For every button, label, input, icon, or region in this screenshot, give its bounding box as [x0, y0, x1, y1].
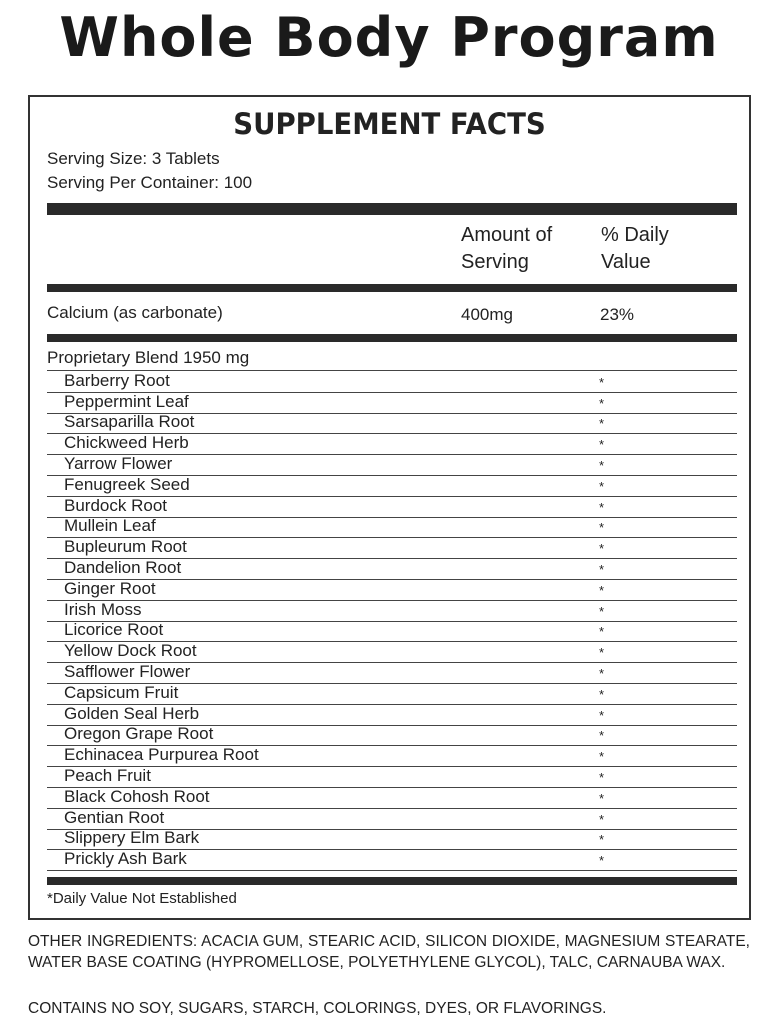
proprietary-blend: Proprietary Blend 1950 mg	[47, 348, 250, 367]
ingredient-name: Gentian Root	[64, 807, 165, 827]
ingredient-dv: *	[599, 582, 605, 598]
ingredient-row: Safflower Flower *	[47, 662, 737, 684]
ingredient-name: Safflower Flower	[64, 661, 191, 681]
ingredient-name: Capsicum Fruit	[64, 682, 179, 702]
ingredient-dv: *	[599, 520, 605, 536]
divider-bar	[47, 203, 737, 215]
calcium-name: Calcium (as carbonate)	[47, 303, 223, 322]
divider-bar	[47, 877, 737, 885]
ingredient-dv: *	[599, 478, 605, 494]
other-ingredients: OTHER INGREDIENTS: ACACIA GUM, STEARIC A…	[28, 933, 750, 971]
ingredient-dv: *	[599, 645, 605, 661]
ingredient-dv: *	[599, 499, 605, 515]
ingredient-row: Slippery Elm Bark *	[47, 828, 737, 851]
ingredient-row: Bupleurum Root *	[47, 537, 737, 560]
ingredient-dv: *	[599, 416, 605, 432]
ingredient-row: Mullein Leaf *	[47, 516, 737, 539]
ingredient-dv: *	[599, 853, 605, 869]
ingredient-row: Burdock Root *	[47, 496, 737, 518]
ingredient-row: Fenugreek Seed *	[47, 475, 737, 497]
ingredient-row: Prickly Ash Bark *	[47, 849, 737, 872]
servings-per-container: Serving Per Container: 100	[47, 173, 253, 192]
ingredient-name: Peach Fruit	[64, 765, 151, 785]
ingredient-name: Yarrow Flower	[64, 453, 173, 473]
ingredient-row: Capsicum Fruit *	[47, 683, 737, 705]
divider-bar	[47, 284, 737, 292]
ingredient-row: Peppermint Leaf *	[47, 392, 737, 414]
divider-line	[47, 370, 737, 371]
ingredient-name: Irish Moss	[64, 599, 142, 619]
ingredient-name: Fenugreek Seed	[64, 474, 190, 494]
ingredient-dv: *	[599, 624, 605, 640]
calcium-amount: 400mg	[461, 305, 513, 324]
col-amount-line1: Amount of	[461, 224, 553, 246]
ingredient-name: Yellow Dock Root	[64, 641, 197, 661]
ingredient-name: Dandelion Root	[64, 557, 182, 577]
ingredient-name: Sarsaparilla Root	[64, 412, 195, 432]
ingredient-dv: *	[599, 790, 605, 806]
ingredient-name: Golden Seal Herb	[64, 703, 200, 723]
ingredient-dv: *	[599, 374, 605, 390]
ingredient-name: Peppermint Leaf	[64, 391, 189, 411]
ingredient-dv: *	[599, 769, 605, 785]
ingredient-dv: *	[599, 728, 605, 744]
ingredient-row: Golden Seal Herb *	[47, 704, 737, 726]
ingredient-name: Echinacea Purpurea Root	[64, 745, 259, 765]
col-dv-line2: Value	[601, 251, 651, 273]
ingredient-name: Mullein Leaf	[64, 516, 156, 536]
ingredient-row: Chickweed Herb *	[47, 433, 737, 456]
serving-size: Serving Size: 3 Tablets	[47, 149, 220, 168]
ingredient-row: Echinacea Purpurea Root *	[47, 745, 737, 768]
ingredient-row: Licorice Root *	[47, 620, 737, 643]
divider-bar	[47, 334, 737, 342]
ingredient-name: Burdock Root	[64, 495, 167, 515]
col-dv-line1: % Daily	[601, 224, 669, 246]
ingredient-name: Ginger Root	[64, 578, 156, 598]
ingredient-dv: *	[599, 395, 605, 411]
ingredient-dv: *	[599, 686, 605, 702]
ingredient-name: Licorice Root	[64, 620, 164, 640]
ingredient-row: Dandelion Root *	[47, 558, 737, 580]
ingredient-row: Irish Moss *	[47, 600, 737, 622]
panel-heading: SUPPLEMENT FACTS	[233, 107, 546, 141]
product-title: Whole Body Program	[59, 6, 719, 69]
ingredient-row: Gentian Root *	[47, 808, 737, 830]
ingredient-dv: *	[599, 457, 605, 473]
ingredient-dv: *	[599, 561, 605, 577]
ingredient-name: Barberry Root	[64, 370, 170, 390]
ingredient-row: Black Cohosh Root *	[47, 787, 737, 809]
ingredient-name: Bupleurum Root	[64, 537, 187, 557]
allergen-statement: CONTAINS NO SOY, SUGARS, STARCH, COLORIN…	[28, 1000, 607, 1017]
ingredient-row: Yellow Dock Root *	[47, 641, 737, 664]
ingredient-dv: *	[599, 437, 605, 453]
ingredient-dv: *	[599, 603, 605, 619]
footnote: *Daily Value Not Established	[47, 890, 237, 907]
ingredient-dv: *	[599, 832, 605, 848]
ingredient-row: Barberry Root *	[47, 371, 737, 393]
ingredient-row: Yarrow Flower *	[47, 454, 737, 476]
col-amount-line2: Serving	[461, 251, 529, 273]
ingredient-name: Oregon Grape Root	[64, 724, 214, 744]
ingredient-dv: *	[599, 749, 605, 765]
ingredient-row: Sarsaparilla Root *	[47, 412, 737, 435]
ingredient-dv: *	[599, 665, 605, 681]
ingredient-name: Chickweed Herb	[64, 433, 189, 453]
ingredient-row: Oregon Grape Root *	[47, 724, 737, 747]
ingredient-dv: *	[599, 541, 605, 557]
ingredient-name: Prickly Ash Bark	[64, 849, 187, 869]
ingredient-name: Black Cohosh Root	[64, 786, 210, 806]
ingredient-name: Slippery Elm Bark	[64, 828, 200, 848]
calcium-dv: 23%	[600, 305, 635, 324]
supplement-facts-panel: SUPPLEMENT FACTS Serving Size: 3 Tablets…	[28, 95, 751, 920]
ingredient-dv: *	[599, 707, 605, 723]
ingredient-row: Peach Fruit *	[47, 766, 737, 788]
ingredient-dv: *	[599, 811, 605, 827]
ingredient-row: Ginger Root *	[47, 579, 737, 601]
